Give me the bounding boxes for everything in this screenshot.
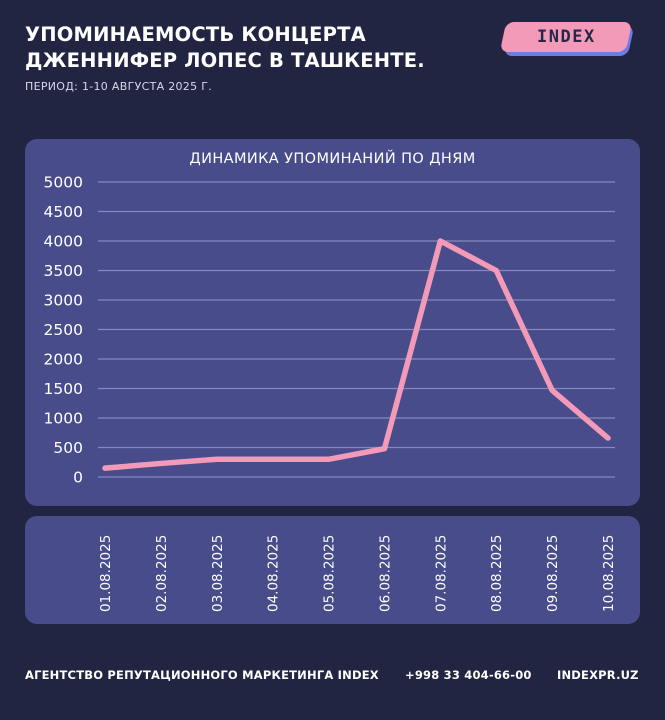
x-axis-panel: 01.08.2025 02.08.2025 03.08.2025 04.08.2025… — [25, 516, 640, 624]
x-tick-label: 01.08.2025 — [98, 535, 114, 612]
y-tick-label: 1000 — [44, 410, 83, 428]
period-subtitle: ПЕРИОД: 1-10 АВГУСТА 2025 Г. — [25, 80, 212, 93]
series-line — [102, 238, 611, 471]
x-tick-label: 03.08.2025 — [210, 535, 226, 612]
y-tick-label: 4500 — [44, 203, 83, 221]
y-tick-label: 2500 — [44, 321, 83, 339]
logo-text: INDEX — [536, 27, 596, 47]
page-title: УПОМИНАЕМОСТЬ КОНЦЕРТА ДЖЕННИФЕР ЛОПЕС В… — [25, 23, 425, 72]
y-tick-label: 1500 — [44, 380, 83, 398]
data-point — [605, 435, 611, 441]
logo-badge: INDEX — [499, 22, 633, 52]
x-axis-labels: 01.08.2025 02.08.2025 03.08.2025 04.08.2025… — [98, 535, 617, 612]
chart-panel: ДИНАМИКА УПОМИНАНИЙ ПО ДНЯМ 0 500 1000 1500… — [25, 139, 640, 506]
y-tick-label: 5000 — [44, 174, 83, 192]
footer-website-link[interactable]: INDEXPR.UZ — [557, 668, 639, 682]
data-point — [381, 446, 387, 452]
data-point — [549, 387, 555, 393]
footer-phone[interactable]: +998 33 404-66-00 — [405, 668, 532, 682]
data-point — [214, 456, 220, 462]
x-tick-label: 08.08.2025 — [489, 535, 505, 612]
x-tick-label: 02.08.2025 — [154, 535, 170, 612]
data-point — [158, 460, 164, 466]
y-tick-label: 3000 — [44, 292, 83, 310]
index-logo: INDEX — [499, 22, 641, 62]
y-tick-label: 2000 — [44, 351, 83, 369]
footer-agency: АГЕНТСТВО РЕПУТАЦИОННОГО МАРКЕТИНГА INDE… — [25, 668, 379, 682]
x-tick-label: 04.08.2025 — [266, 535, 282, 612]
y-tick-label: 3500 — [44, 262, 83, 280]
y-tick-label: 0 — [73, 469, 83, 487]
data-point — [326, 456, 332, 462]
data-point — [270, 456, 276, 462]
x-tick-label: 10.08.2025 — [601, 535, 617, 612]
line-chart: 0 500 1000 1500 2000 2500 3000 3500 4000 4500 5000 — [44, 174, 615, 487]
data-point — [102, 465, 108, 471]
y-tick-label: 500 — [53, 439, 83, 457]
data-point — [437, 238, 443, 244]
x-tick-label: 07.08.2025 — [433, 535, 449, 612]
data-point — [493, 268, 499, 273]
x-tick-label: 09.08.2025 — [545, 535, 561, 612]
x-tick-label: 05.08.2025 — [322, 535, 338, 612]
x-tick-label: 06.08.2025 — [377, 535, 393, 612]
chart-title: ДИНАМИКА УПОМИНАНИЙ ПО ДНЯМ — [189, 151, 476, 167]
y-tick-label: 4000 — [44, 233, 83, 251]
